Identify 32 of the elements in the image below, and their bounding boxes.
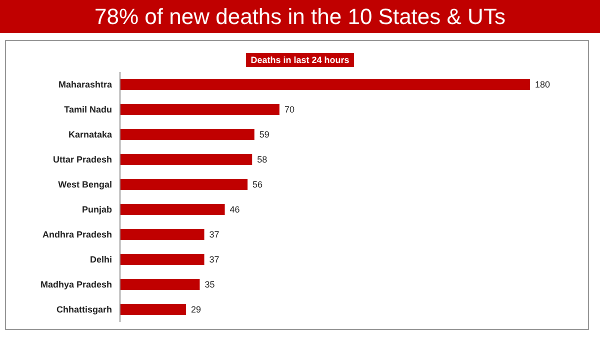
y-tick-label: Delhi <box>90 254 112 265</box>
y-tick-label: Tamil Nadu <box>64 104 112 115</box>
data-label: 56 <box>252 180 263 190</box>
data-label: 180 <box>535 80 550 90</box>
y-tick-label: Chhattisgarh <box>56 304 112 315</box>
data-label: 37 <box>209 254 220 265</box>
y-tick-label: Uttar Pradesh <box>52 154 112 165</box>
y-tick-label: Madhya Pradesh <box>40 280 112 290</box>
data-label: 37 <box>209 230 220 240</box>
y-tick-label: Maharashtra <box>58 80 113 90</box>
data-label: 70 <box>284 104 294 115</box>
chart-subtitle: Deaths in last 24 hours <box>246 53 354 67</box>
data-label: 46 <box>230 204 240 215</box>
data-label: 59 <box>259 130 270 140</box>
bar <box>120 304 186 315</box>
bar <box>120 129 254 140</box>
data-label: 29 <box>191 304 202 315</box>
bar <box>120 79 530 90</box>
bar <box>120 179 248 190</box>
y-tick-label: Andhra Pradesh <box>42 230 112 240</box>
y-tick-label: Karnataka <box>68 130 113 140</box>
bar <box>120 254 204 265</box>
data-label: 35 <box>204 280 215 290</box>
bar <box>120 204 225 215</box>
bar <box>120 104 280 115</box>
data-label: 58 <box>257 154 268 165</box>
bar <box>120 229 204 240</box>
y-tick-label: West Bengal <box>58 180 112 190</box>
bar <box>120 154 252 165</box>
chart-title: 78% of new deaths in the 10 States & UTs <box>0 0 600 33</box>
bar <box>120 279 200 290</box>
y-tick-label: Punjab <box>82 204 112 215</box>
